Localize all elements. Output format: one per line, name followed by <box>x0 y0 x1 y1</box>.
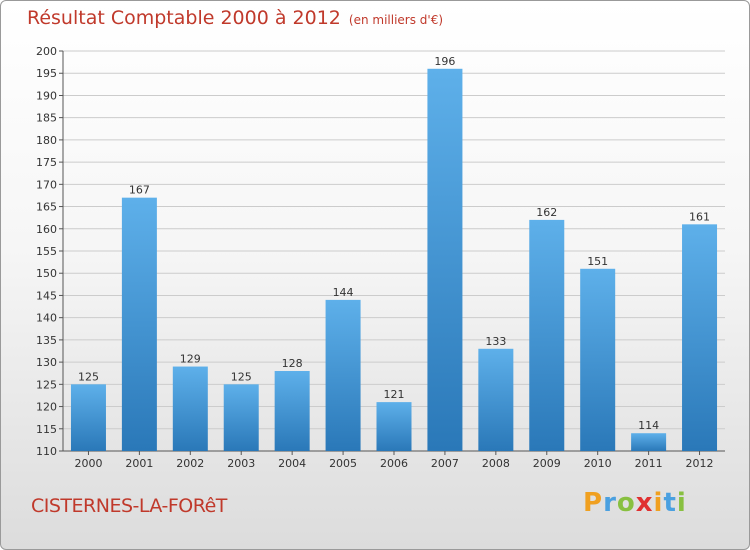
data-label: 144 <box>333 286 354 299</box>
y-tick-label: 110 <box>36 445 57 458</box>
data-label: 125 <box>231 370 252 383</box>
data-label: 129 <box>180 353 201 366</box>
logo-letter: o <box>616 488 636 518</box>
y-tick-label: 150 <box>36 267 57 280</box>
logo-letter: i <box>653 488 664 518</box>
x-tick-label: 2000 <box>74 457 102 470</box>
y-tick-label: 125 <box>36 378 57 391</box>
y-tick-label: 170 <box>36 178 57 191</box>
labels: 125 2000 167 2001 129 2002 125 2003 128 2004 144 20… <box>74 55 713 470</box>
x-tick-label: 2008 <box>482 457 510 470</box>
y-tick-label: 135 <box>36 334 57 347</box>
logo-letter: x <box>635 488 654 518</box>
logo-letter: i <box>676 488 687 518</box>
data-label: 125 <box>78 370 99 383</box>
bar <box>172 366 208 451</box>
bar <box>121 197 157 451</box>
data-label: 128 <box>282 357 303 370</box>
bar <box>631 433 667 451</box>
bar <box>274 371 310 451</box>
y-tick-label: 160 <box>36 223 57 236</box>
y-tick-label: 175 <box>36 156 57 169</box>
bar <box>223 384 259 451</box>
data-label: 162 <box>536 206 557 219</box>
y-tick-label: 195 <box>36 67 57 80</box>
bars <box>70 68 718 452</box>
x-tick-label: 2010 <box>584 457 612 470</box>
x-tick-label: 2002 <box>176 457 204 470</box>
y-tick-label: 130 <box>36 356 57 369</box>
y-tick-label: 145 <box>36 289 57 302</box>
x-tick-label: 2003 <box>227 457 255 470</box>
bar <box>376 402 412 451</box>
bar <box>325 299 361 451</box>
bar <box>478 348 514 451</box>
y-tick-label: 185 <box>36 112 57 125</box>
y-tick-label: 180 <box>36 134 57 147</box>
data-label: 161 <box>689 210 710 223</box>
logo-letter: r <box>603 488 617 518</box>
data-label: 167 <box>129 184 150 197</box>
proxiti-logo: Proxiti <box>583 488 687 518</box>
chart-title: Résultat Comptable 2000 à 2012 (en millie… <box>27 7 443 29</box>
x-tick-label: 2011 <box>635 457 663 470</box>
x-tick-label: 2009 <box>533 457 561 470</box>
x-tick-label: 2005 <box>329 457 357 470</box>
logo-letter: t <box>663 488 677 518</box>
y-tick-label: 165 <box>36 201 57 214</box>
data-label: 196 <box>434 55 455 68</box>
x-tick-label: 2007 <box>431 457 459 470</box>
logo-letter: P <box>583 488 604 518</box>
chart-title-text: Résultat Comptable 2000 à 2012 <box>27 7 341 29</box>
bar <box>70 384 106 451</box>
data-label: 114 <box>638 419 659 432</box>
y-tick-label: 155 <box>36 245 57 258</box>
x-tick-label: 2004 <box>278 457 306 470</box>
data-label: 151 <box>587 255 608 268</box>
data-label: 121 <box>384 388 405 401</box>
y-tick-label: 120 <box>36 401 57 414</box>
x-tick-label: 2012 <box>686 457 714 470</box>
y-tick-label: 190 <box>36 89 57 102</box>
data-label: 133 <box>485 335 506 348</box>
bar <box>682 224 718 451</box>
x-tick-label: 2006 <box>380 457 408 470</box>
y-tick-label: 115 <box>36 423 57 436</box>
commune-name: CISTERNES-LA-FORêT <box>31 495 227 517</box>
chart-subtitle: (en milliers d'€) <box>348 13 444 27</box>
bar <box>580 268 616 451</box>
y-tick-label: 140 <box>36 312 57 325</box>
y-tick-label: 200 <box>36 45 57 58</box>
x-tick-label: 2001 <box>125 457 153 470</box>
bar <box>529 219 565 451</box>
bar <box>427 68 463 452</box>
